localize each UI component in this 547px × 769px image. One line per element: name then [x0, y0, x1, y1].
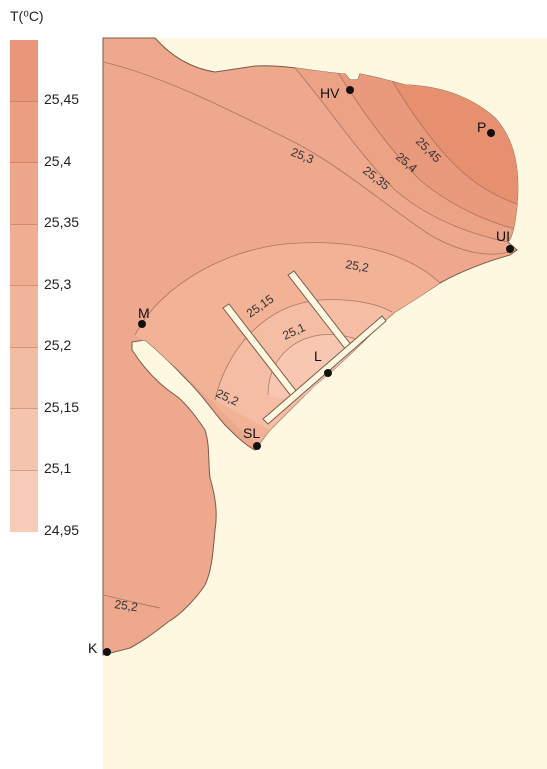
- station-label: M: [138, 305, 150, 321]
- station-marker: [346, 86, 354, 94]
- legend-swatch: [10, 163, 38, 225]
- legend-swatch: [10, 409, 38, 471]
- breakwater: [262, 315, 387, 425]
- legend-color-bar: [10, 40, 38, 532]
- legend-tick-label: 25,4: [44, 153, 72, 169]
- station-label: L: [314, 348, 322, 364]
- contour-label: 25,2: [114, 597, 139, 614]
- legend-swatch: [10, 40, 38, 102]
- legend-swatch: [10, 347, 38, 409]
- station-label: K: [88, 640, 98, 656]
- legend-tick-label: 25,45: [44, 91, 80, 107]
- legend-tick-label: 25,15: [44, 399, 80, 415]
- legend-tick-label: 25,2: [44, 337, 72, 353]
- contour-25-45: [379, 59, 518, 209]
- legend-swatch: [10, 286, 38, 348]
- station-label: HV: [320, 85, 340, 101]
- legend-tick-label: 25,1: [44, 460, 72, 476]
- station-marker: [138, 320, 146, 328]
- legend-title: T(⁰C): [10, 8, 44, 24]
- contour-25-4: [329, 59, 518, 233]
- station-marker: [103, 648, 111, 656]
- station-marker: [506, 245, 514, 253]
- contour-25-3: [103, 61, 516, 255]
- station-marker: [253, 442, 261, 450]
- legend-tick-label: 25,35: [44, 214, 80, 230]
- legend-tick-label: 25,3: [44, 276, 72, 292]
- station-marker: [324, 369, 332, 377]
- legend-swatch: [10, 470, 38, 532]
- station-label: P: [477, 119, 486, 135]
- contour-25-2: [134, 242, 441, 336]
- contour-25-35: [287, 59, 518, 246]
- zone-25-1: [268, 334, 365, 399]
- contour-25-15: [214, 299, 393, 401]
- legend-tick-label: 24,95: [44, 522, 80, 538]
- legend-swatch: [10, 224, 38, 286]
- contour-label: 25,2: [344, 257, 370, 275]
- station-marker: [487, 129, 495, 137]
- station-label: SL: [243, 425, 260, 441]
- contour-25-2-south: [103, 594, 161, 609]
- station-label: UI: [496, 228, 510, 244]
- legend-swatch: [10, 101, 38, 163]
